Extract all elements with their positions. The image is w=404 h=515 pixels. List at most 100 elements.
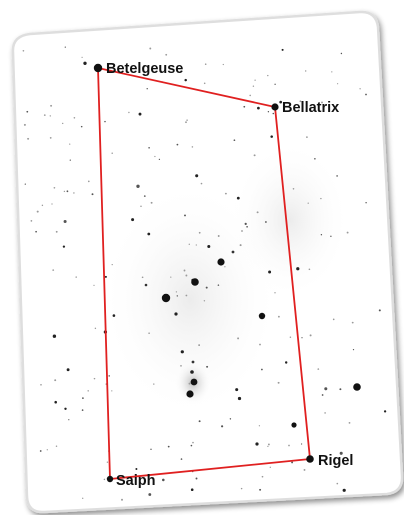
interior-star (291, 422, 297, 428)
milky-way-haze (100, 140, 350, 420)
field-star (35, 230, 37, 233)
field-star (63, 219, 67, 224)
interior-star (231, 250, 235, 254)
field-star (190, 444, 193, 447)
field-star (54, 400, 57, 404)
sword-star (191, 360, 195, 364)
field-star (207, 244, 211, 249)
field-star (284, 361, 288, 364)
field-star (24, 183, 26, 185)
field-star (306, 136, 308, 138)
field-star (73, 117, 76, 119)
field-star (149, 47, 152, 50)
field-star (203, 300, 206, 302)
field-star (49, 115, 51, 117)
field-star (324, 387, 328, 391)
star-saiph-dot (106, 475, 114, 483)
field-star (314, 158, 316, 160)
field-star (176, 143, 179, 146)
field-star (148, 493, 152, 496)
field-star (103, 478, 106, 481)
field-star (185, 294, 188, 297)
field-star (261, 475, 264, 478)
field-star (117, 66, 120, 68)
field-star (243, 105, 246, 108)
field-star (317, 368, 320, 370)
field-star (82, 397, 84, 399)
field-star (61, 122, 64, 125)
field-star (252, 85, 255, 87)
field-star (320, 197, 322, 200)
field-star (63, 190, 66, 193)
field-star (198, 231, 201, 234)
field-star (301, 337, 303, 339)
field-star (188, 243, 190, 245)
field-star (138, 112, 142, 116)
field-star (261, 368, 263, 371)
field-star (39, 450, 42, 452)
field-star (256, 211, 259, 214)
field-star (184, 78, 187, 82)
field-star (73, 192, 75, 194)
field-star (279, 100, 283, 104)
field-star (111, 152, 113, 155)
field-star (200, 182, 203, 185)
field-star (203, 82, 206, 85)
field-star (183, 269, 186, 272)
field-star (136, 184, 140, 188)
field-star (383, 410, 387, 413)
field-star (346, 231, 349, 234)
belt-star-alnitak (161, 293, 171, 303)
field-star (342, 488, 346, 492)
sword-star (190, 378, 198, 386)
field-star (277, 315, 280, 318)
field-star (309, 334, 312, 337)
field-star (301, 443, 303, 445)
field-star (69, 143, 71, 145)
field-star (41, 204, 44, 207)
field-star (267, 74, 269, 77)
field-star (267, 445, 269, 448)
field-star (185, 121, 187, 124)
field-star (241, 230, 243, 232)
field-star (365, 93, 367, 96)
star-rigel-dot (306, 455, 314, 463)
field-star (229, 418, 232, 420)
field-star (40, 383, 42, 386)
field-star (249, 94, 251, 97)
field-star (269, 466, 271, 468)
star-saiph: Saiph (106, 473, 155, 489)
field-star (104, 275, 107, 278)
field-star (204, 63, 207, 65)
field-star (339, 388, 342, 391)
field-star (240, 487, 243, 490)
field-star (257, 106, 260, 110)
field-star (43, 114, 46, 116)
field-star (351, 321, 354, 324)
field-star (87, 180, 90, 183)
field-star (246, 225, 248, 228)
star-bellatrix: Bellatrix (271, 100, 339, 116)
star-betelgeuse: Betelgeuse (93, 61, 183, 77)
field-star (244, 222, 247, 226)
field-star (348, 421, 351, 424)
field-star (340, 52, 343, 55)
field-star (180, 365, 182, 367)
field-star (106, 461, 109, 463)
field-star (150, 448, 152, 450)
field-star (108, 375, 110, 377)
field-star (52, 269, 55, 271)
field-star (339, 451, 343, 455)
field-star (175, 291, 178, 293)
field-star (111, 390, 113, 392)
field-star (321, 394, 324, 396)
field-star (68, 419, 70, 421)
field-star (26, 110, 29, 113)
field-star (296, 267, 300, 271)
field-star (272, 112, 275, 115)
field-star (289, 336, 292, 338)
field-star (324, 412, 326, 414)
field-star (55, 445, 58, 448)
field-star (281, 48, 284, 51)
field-star (167, 445, 170, 448)
